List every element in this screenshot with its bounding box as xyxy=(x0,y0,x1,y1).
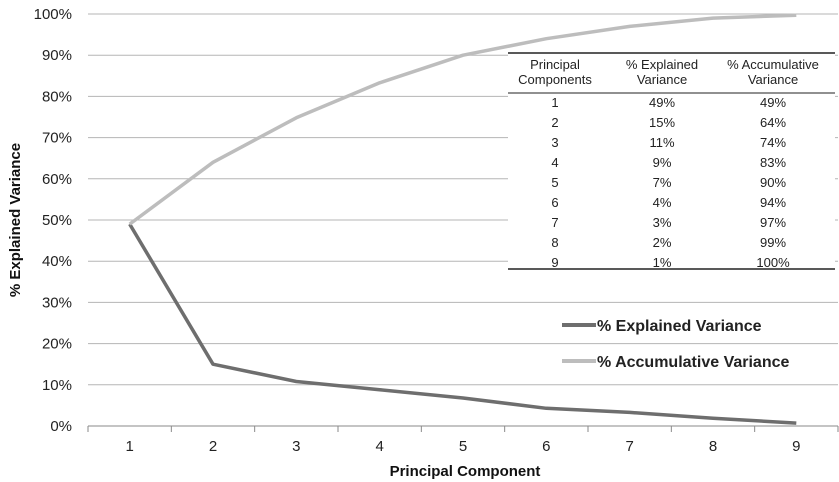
table-cell: 9% xyxy=(653,155,672,170)
table-cell: 15% xyxy=(649,115,675,130)
table-header-cell: % Accumulative xyxy=(727,57,819,72)
table-cell: 3 xyxy=(551,135,558,150)
table-cell: 97% xyxy=(760,215,786,230)
y-tick-label: 20% xyxy=(42,336,72,353)
table-cell: 1% xyxy=(653,255,672,270)
x-tick-label: 2 xyxy=(209,438,217,455)
y-tick-label: 50% xyxy=(42,212,72,229)
table-cell: 7% xyxy=(653,175,672,190)
table-cell: 49% xyxy=(760,95,786,110)
x-tick-label: 8 xyxy=(709,438,717,455)
table-cell: 4 xyxy=(551,155,558,170)
table-cell: 6 xyxy=(551,195,558,210)
table-header-cell: % Explained xyxy=(626,57,698,72)
table-cell: 83% xyxy=(760,155,786,170)
table-header-cell: Components xyxy=(518,72,592,87)
x-tick-label: 6 xyxy=(542,438,550,455)
table-cell: 74% xyxy=(760,135,786,150)
table-cell: 100% xyxy=(756,255,790,270)
legend: % Explained Variance % Accumulative Varia… xyxy=(562,318,789,371)
y-tick-label: 100% xyxy=(34,6,72,23)
table-header-cell: Variance xyxy=(637,72,687,87)
y-axis-title: % Explained Variance xyxy=(7,143,24,297)
x-axis-title: Principal Component xyxy=(390,463,541,480)
series-line-2 xyxy=(128,13,797,226)
x-tick-label: 4 xyxy=(375,438,383,455)
y-axis-ticks: 0% 10% 20% 30% 40% 50% 60% 70% 80% 90% 100% xyxy=(34,6,72,435)
x-tick-label: 7 xyxy=(625,438,633,455)
y-tick-label: 70% xyxy=(42,130,72,147)
x-tick-label: 5 xyxy=(459,438,467,455)
y-tick-label: 80% xyxy=(42,88,72,105)
table-cell: 7 xyxy=(551,215,558,230)
table-cell: 99% xyxy=(760,235,786,250)
table-cell: 1 xyxy=(551,95,558,110)
series-line-1 xyxy=(128,223,797,425)
table-cell: 8 xyxy=(551,235,558,250)
table-cell: 49% xyxy=(649,95,675,110)
y-tick-label: 0% xyxy=(50,418,72,435)
table-cell: 3% xyxy=(653,215,672,230)
x-tick-label: 3 xyxy=(292,438,300,455)
table-cell: 94% xyxy=(760,195,786,210)
table-cell: 90% xyxy=(760,175,786,190)
legend-label: % Accumulative Variance xyxy=(597,354,789,371)
table-header-cell: Principal xyxy=(530,57,580,72)
table-cell: 5 xyxy=(551,175,558,190)
x-tick-label: 9 xyxy=(792,438,800,455)
table-cell: 11% xyxy=(649,135,674,150)
y-tick-label: 40% xyxy=(42,253,72,270)
table-cell: 2 xyxy=(551,115,558,130)
y-tick-label: 60% xyxy=(42,171,72,188)
x-axis: 1 2 3 4 5 6 7 8 9 xyxy=(87,426,839,455)
x-tick-label: 1 xyxy=(125,438,133,455)
table-cell: 2% xyxy=(653,235,672,250)
table-header-cell: Variance xyxy=(748,72,798,87)
y-tick-label: 10% xyxy=(42,377,72,394)
table-cell: 64% xyxy=(760,115,786,130)
table-cell: 4% xyxy=(653,195,672,210)
legend-label: % Explained Variance xyxy=(597,318,762,335)
y-tick-label: 30% xyxy=(42,294,72,311)
table-cell: 9 xyxy=(551,255,558,270)
table-background xyxy=(508,52,835,270)
series-lines xyxy=(128,13,797,425)
y-tick-label: 90% xyxy=(42,47,72,64)
